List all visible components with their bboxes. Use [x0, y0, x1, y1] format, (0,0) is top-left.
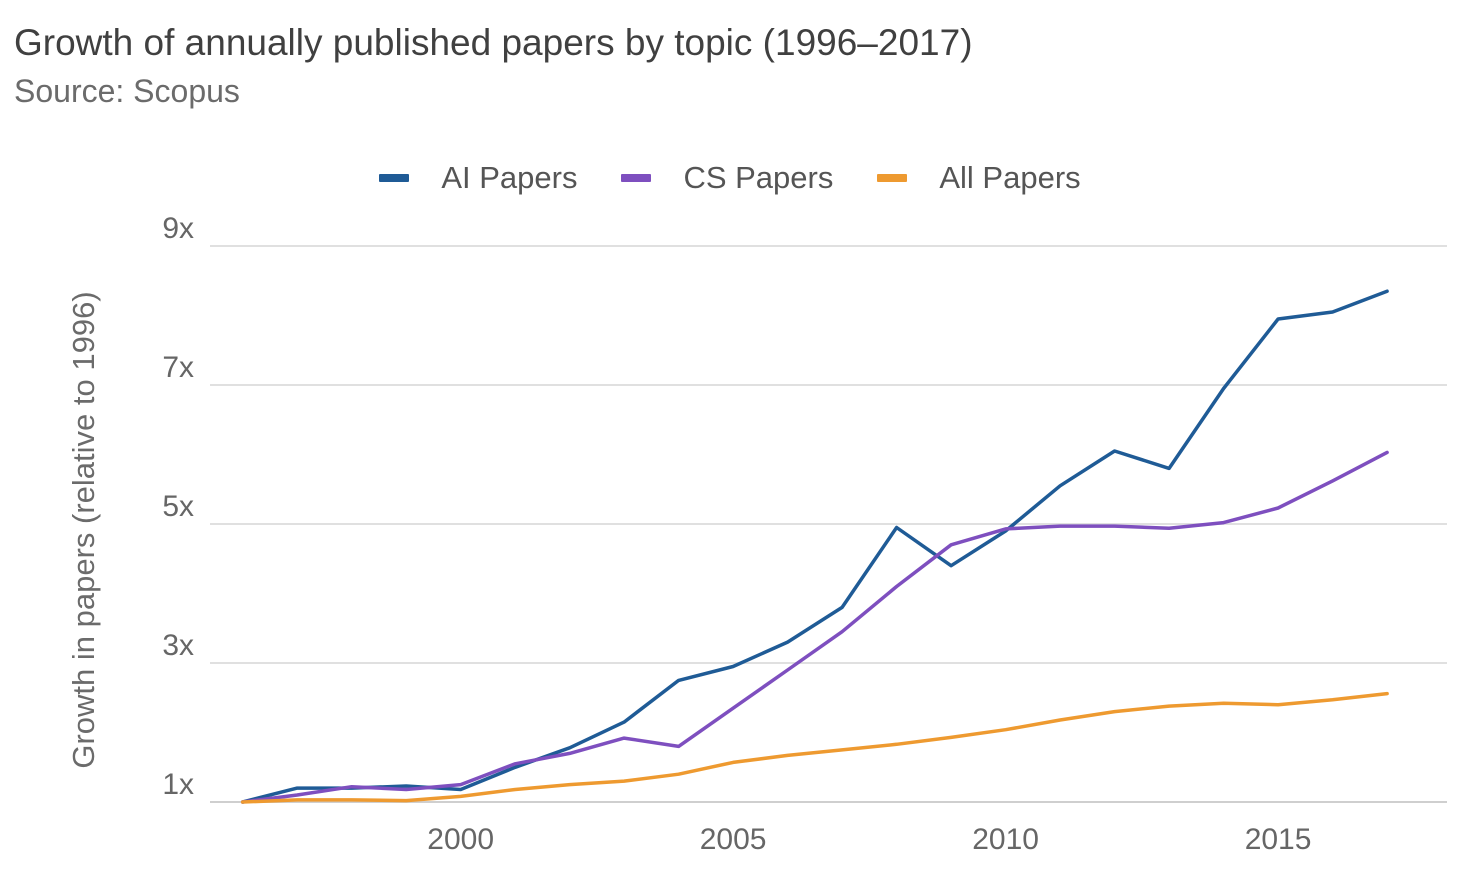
y-tick-label: 9x — [162, 212, 194, 245]
series-line-cs-papers[interactable] — [240, 450, 1389, 804]
legend-label-all-papers: All Papers — [939, 160, 1081, 195]
legend-label-cs-papers: CS Papers — [683, 160, 834, 195]
legend-item-cs-papers[interactable]: CS Papers — [621, 160, 833, 196]
chart-subtitle: Source: Scopus — [14, 73, 240, 109]
legend-item-all-papers[interactable]: All Papers — [877, 160, 1081, 196]
x-tick-label: 2015 — [1245, 823, 1312, 856]
chart-legend: AI Papers CS Papers All Papers — [0, 160, 1460, 196]
x-tick-label: 2000 — [427, 823, 494, 856]
legend-swatch-ai-papers — [379, 174, 410, 182]
y-tick-label: 3x — [162, 629, 194, 662]
series-line-ai-papers[interactable] — [240, 289, 1389, 804]
x-tick-label: 2005 — [700, 823, 767, 856]
grid-lines — [210, 245, 1447, 803]
x-tick-label: 2010 — [972, 823, 1039, 856]
legend-label-ai-papers: AI Papers — [441, 160, 578, 195]
legend-item-ai-papers[interactable]: AI Papers — [379, 160, 577, 196]
legend-swatch-all-papers — [877, 174, 908, 182]
y-tick-label: 1x — [162, 768, 194, 801]
series-line-all-papers[interactable] — [240, 691, 1389, 804]
y-tick-label: 7x — [162, 351, 194, 384]
series-lines — [240, 289, 1389, 804]
y-tick-label: 5x — [162, 490, 194, 523]
x-axis-ticks: 2000 2005 2010 2015 — [427, 823, 1311, 856]
legend-swatch-cs-papers — [621, 174, 652, 182]
chart-title: Growth of annually published papers by t… — [14, 22, 973, 63]
y-axis-ticks: 1x 3x 5x 7x 9x — [162, 212, 194, 801]
